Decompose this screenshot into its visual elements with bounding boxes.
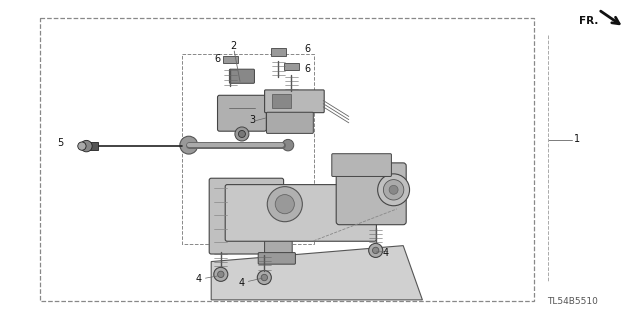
Bar — [271, 48, 286, 56]
Circle shape — [378, 174, 410, 206]
Circle shape — [275, 195, 294, 214]
Bar — [88, 142, 98, 150]
Circle shape — [214, 267, 228, 281]
FancyBboxPatch shape — [258, 253, 296, 264]
Circle shape — [282, 139, 294, 151]
FancyBboxPatch shape — [332, 154, 392, 176]
Circle shape — [369, 243, 383, 257]
Text: 6: 6 — [214, 54, 221, 64]
FancyBboxPatch shape — [225, 185, 376, 241]
FancyBboxPatch shape — [264, 90, 324, 113]
Text: 3: 3 — [250, 115, 256, 125]
Circle shape — [81, 140, 92, 152]
Text: 1: 1 — [574, 134, 580, 144]
Circle shape — [180, 136, 198, 154]
Circle shape — [239, 130, 245, 137]
Circle shape — [235, 127, 249, 141]
Text: TL54B5510: TL54B5510 — [547, 297, 598, 306]
Circle shape — [78, 142, 86, 150]
Polygon shape — [211, 246, 422, 300]
Circle shape — [372, 247, 379, 254]
Circle shape — [257, 271, 271, 285]
Circle shape — [218, 271, 224, 278]
Text: 6: 6 — [304, 44, 310, 55]
Text: 5: 5 — [58, 137, 64, 148]
Bar — [272, 94, 291, 108]
Bar — [284, 63, 299, 70]
Bar — [182, 54, 314, 244]
Circle shape — [268, 187, 302, 222]
FancyBboxPatch shape — [264, 222, 292, 259]
Circle shape — [261, 274, 268, 281]
Text: 6: 6 — [304, 63, 310, 74]
FancyBboxPatch shape — [266, 112, 314, 133]
Text: 4: 4 — [239, 278, 245, 288]
FancyBboxPatch shape — [218, 95, 266, 131]
Circle shape — [383, 180, 404, 200]
Circle shape — [389, 185, 398, 194]
Text: 4: 4 — [195, 274, 202, 284]
Bar — [40, 18, 534, 301]
FancyBboxPatch shape — [209, 178, 284, 254]
Text: 4: 4 — [383, 248, 389, 258]
Text: FR.: FR. — [579, 16, 598, 26]
FancyBboxPatch shape — [336, 163, 406, 225]
FancyBboxPatch shape — [229, 69, 255, 83]
Text: 2: 2 — [230, 41, 237, 51]
Bar — [223, 56, 238, 63]
